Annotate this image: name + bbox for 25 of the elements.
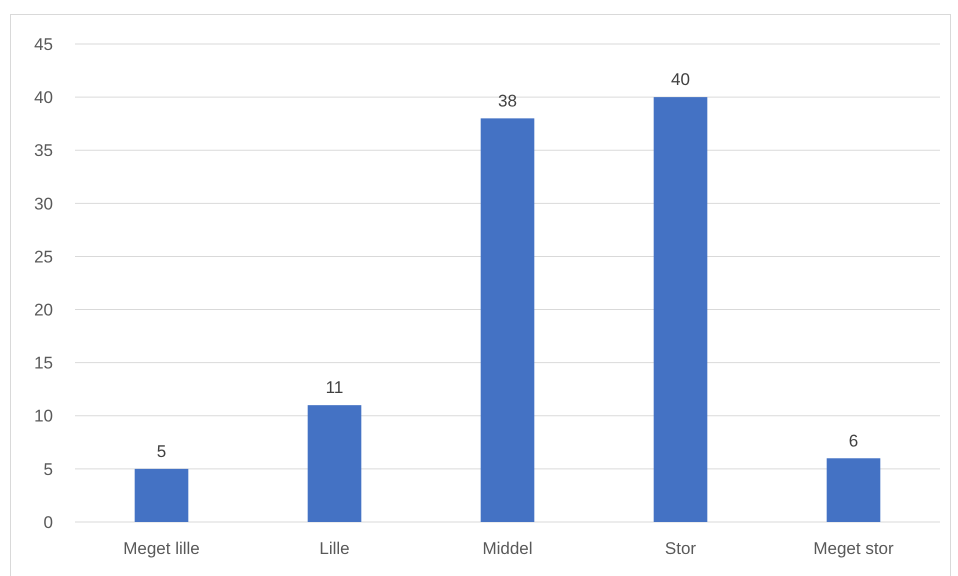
data-label: 6 (848, 431, 858, 450)
x-tick-label: Meget lille (123, 539, 200, 558)
y-tick-label: 5 (44, 460, 53, 479)
bar (654, 97, 708, 522)
y-tick-label: 45 (34, 34, 53, 54)
y-tick-label: 30 (34, 194, 53, 214)
bar (308, 405, 362, 522)
y-tick-label: 10 (34, 406, 53, 426)
y-tick-label: 25 (34, 247, 53, 266)
bar (134, 468, 188, 522)
x-tick-label: Meget stor (813, 539, 894, 558)
x-tick-label: Lille (319, 539, 350, 558)
y-tick-label: 20 (34, 300, 53, 320)
data-label: 5 (156, 442, 166, 461)
y-tick-label: 15 (34, 354, 53, 373)
bar (480, 118, 534, 522)
x-tick-label: Middel (482, 539, 533, 558)
x-tick-label: Stor (664, 539, 696, 558)
data-label: 40 (671, 70, 690, 90)
bar (826, 458, 880, 522)
y-tick-label: 0 (44, 512, 53, 532)
y-tick-label: 40 (34, 88, 53, 108)
data-label: 11 (326, 378, 344, 398)
data-label: 38 (498, 91, 517, 110)
y-tick-label: 35 (34, 141, 53, 160)
